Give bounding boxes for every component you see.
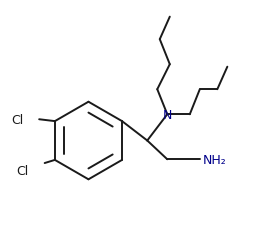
Text: Cl: Cl	[16, 164, 29, 177]
Text: Cl: Cl	[11, 113, 23, 126]
Text: NH₂: NH₂	[202, 153, 226, 166]
Text: N: N	[163, 108, 172, 121]
